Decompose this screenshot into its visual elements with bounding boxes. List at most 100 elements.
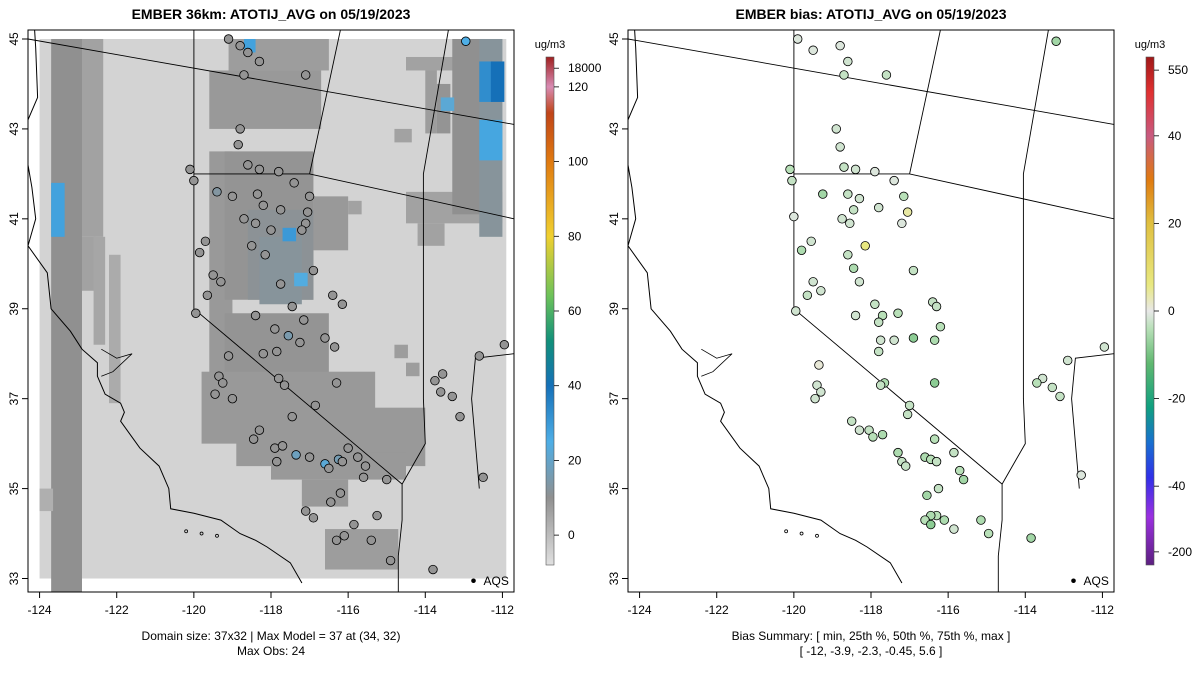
obs-point [875,380,886,390]
y-tick-label: 39 [607,302,621,316]
obs-point [1076,470,1086,480]
state-border [1001,30,1049,485]
obs-point [474,351,484,361]
panel-title: EMBER 36km: ATOTIJ_AVG on 05/19/2023 [132,6,411,22]
obs-point [254,56,265,67]
obs-point [983,528,994,539]
y-tick-label: 43 [7,122,21,136]
obs-point [839,70,849,80]
island [815,533,819,538]
obs-point [806,236,816,247]
island [799,531,804,536]
footer-line-1: Bias Summary: [ min, 25th %, 50th %, 75t… [732,629,1011,643]
obs-point [860,241,870,251]
obs-point [258,200,268,211]
obs-point [902,207,913,217]
obs-point [260,250,270,260]
obs-point [870,166,880,177]
obs-point [272,456,282,467]
y-tick-label: 37 [7,392,21,406]
x-tick-label: -116 [937,603,960,617]
obs-point [243,47,253,58]
colorbar-label: 60 [568,304,582,318]
obs-point [275,205,286,215]
obs-point [308,513,319,523]
obs-point [958,474,969,485]
colorbar-label: -20 [1168,392,1186,406]
obs-point [227,191,238,202]
obs-point [331,378,342,388]
obs-point [1063,355,1073,366]
obs-point [320,333,330,343]
obs-point [933,483,944,494]
obs-point [816,286,826,296]
x-tick-label: -120 [782,603,806,617]
obs-point [854,277,865,287]
obs-point [461,36,471,46]
island [199,531,204,536]
colorbar-unit: ug/m3 [1135,39,1166,51]
obs-point [949,447,959,458]
x-tick-label: -112 [1091,603,1114,617]
obs-point [235,124,245,134]
obs-point [793,34,803,44]
y-tick-label: 33 [7,572,21,586]
state-border [628,38,1114,125]
aqs-marker [471,578,476,584]
obs-point [329,342,340,352]
obs-point [366,535,376,545]
obs-point [360,461,371,471]
x-tick-label: -114 [414,603,437,617]
grid-cell [394,344,408,359]
grid-cell [425,70,437,134]
obs-point [194,247,205,258]
y-tick-label: 35 [607,482,621,496]
obs-point [227,393,238,404]
aqs-label: AQS [484,574,509,588]
state-border [193,173,403,592]
obs-point [202,290,213,300]
colorbar-label: 0 [1168,304,1175,318]
plot-area: AQS -124 -122 -120 -118 -116 -114 -112 33 35 37 39 4… [607,29,1115,617]
obs-point [843,250,853,260]
obs-point [266,225,276,235]
aqs-label: AQS [1084,574,1109,588]
y-tick-label: 39 [7,302,21,316]
obs-point [287,411,297,422]
obs-point [430,375,440,386]
obs-point [343,443,353,453]
panel-concentration: EMBER 36km: ATOTIJ_AVG on 05/19/2023 AQS… [7,6,602,658]
obs-point [385,555,396,566]
obs-point [908,265,919,276]
obs-point [808,277,818,287]
state-border [28,38,514,125]
obs-point [789,211,799,222]
grid-cell [479,119,503,161]
obs-point [787,175,797,186]
colorbar-bar [545,56,555,566]
x-tick-label: -116 [337,603,360,617]
x-tick-label: -124 [28,603,52,617]
grid-cell [51,182,65,237]
y-tick-label: 33 [607,572,621,586]
obs-point [326,497,336,507]
obs-point [848,205,859,215]
colorbar-label: 40 [568,379,582,393]
obs-point [785,164,795,175]
colorbar-label: -40 [1168,479,1186,493]
obs-point [250,218,261,229]
obs-point [814,360,824,370]
obs-point [808,45,818,55]
y-tick-label: 41 [7,212,21,226]
x-tick-label: -112 [491,603,514,617]
obs-point [216,277,226,287]
obs-point [189,175,199,186]
obs-point [270,443,280,453]
obs-point [854,425,865,435]
obs-point [239,70,249,80]
grid-cell [440,97,455,111]
obs-point [1051,36,1061,46]
obs-point [931,456,942,467]
obs-point [835,41,845,51]
